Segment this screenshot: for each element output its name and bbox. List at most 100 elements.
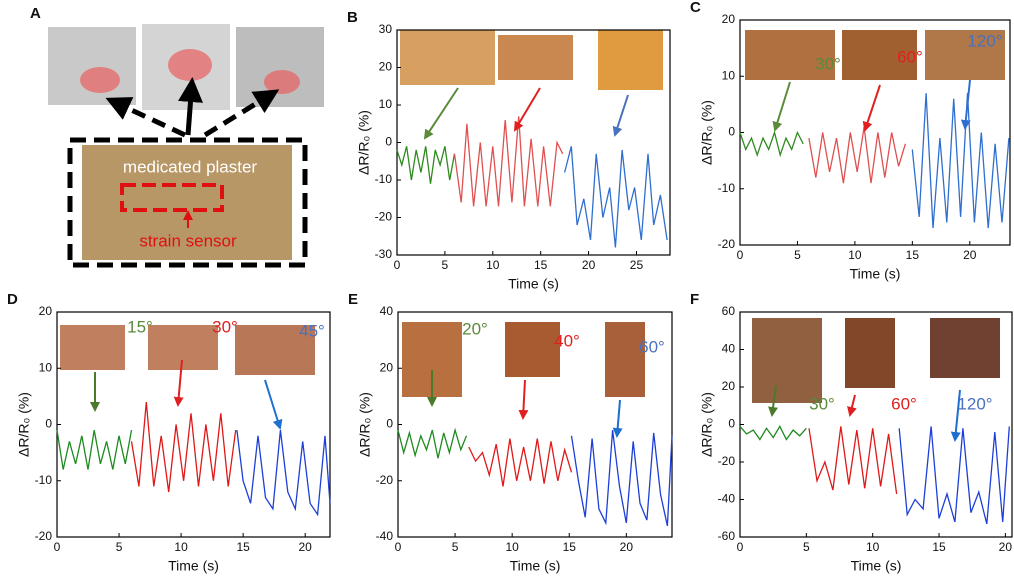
pointer-arrow	[523, 380, 525, 418]
panel-label: D	[7, 291, 18, 308]
data-line	[740, 133, 803, 156]
x-tick-label: 20	[582, 258, 596, 272]
x-tick-label: 5	[442, 258, 449, 272]
photo	[60, 325, 125, 370]
sensor-label: strain sensor	[139, 231, 237, 250]
y-tick-label: -20	[376, 473, 394, 487]
pointer-arrow	[775, 82, 790, 130]
angle-label: 20°	[462, 319, 488, 338]
angle-label: 60°	[897, 47, 923, 66]
x-tick-label: 10	[848, 248, 862, 262]
data-line	[740, 426, 806, 439]
x-tick-label: 20	[999, 540, 1013, 554]
photo	[498, 35, 573, 80]
x-tick-label: 15	[534, 258, 548, 272]
y-tick-label: -20	[718, 237, 736, 251]
panel-label: C	[690, 0, 701, 16]
pointer-arrow	[265, 380, 280, 428]
x-axis-label: Time (s)	[510, 558, 561, 574]
y-tick-label: -20	[718, 454, 736, 468]
y-tick-label: -40	[376, 529, 394, 543]
x-axis-label: Time (s)	[508, 276, 559, 292]
angle-label: 120°	[957, 394, 992, 413]
data-line	[572, 430, 673, 526]
x-tick-label: 20	[620, 540, 634, 554]
x-tick-label: 25	[630, 258, 644, 272]
x-tick-label: 0	[737, 248, 744, 262]
y-tick-label: -10	[375, 172, 393, 186]
data-line	[132, 402, 236, 492]
y-tick-label: -20	[375, 210, 393, 224]
x-tick-label: 0	[737, 540, 744, 554]
angle-label: 45°	[299, 321, 325, 340]
y-tick-label: -10	[35, 473, 53, 487]
photo	[400, 30, 495, 85]
x-tick-label: 20	[299, 540, 313, 554]
x-tick-label: 10	[505, 540, 519, 554]
data-line	[912, 93, 1009, 228]
y-axis-label: ΔR/R₀ (%)	[699, 100, 715, 165]
data-line	[237, 430, 330, 514]
y-axis-label: ΔR/R₀ (%)	[699, 392, 715, 457]
angle-label: 120°	[967, 31, 1002, 50]
data-line	[809, 127, 906, 183]
y-tick-label: 0	[728, 417, 735, 431]
pointer-arrow	[850, 395, 855, 415]
angle-label: 30°	[212, 317, 238, 336]
y-tick-label: 0	[728, 125, 735, 139]
photo	[752, 318, 822, 403]
pointer-arrow	[865, 85, 880, 130]
x-tick-label: 0	[394, 258, 401, 272]
data-line	[565, 146, 668, 247]
photo-ankle	[48, 27, 136, 105]
x-tick-label: 10	[866, 540, 880, 554]
x-tick-label: 5	[794, 248, 801, 262]
photo	[930, 318, 1000, 378]
panel-label: F	[690, 291, 699, 308]
y-tick-label: 0	[45, 417, 52, 431]
y-tick-label: 20	[722, 379, 736, 393]
y-tick-label: -60	[718, 529, 736, 543]
data-line	[57, 430, 132, 469]
y-tick-label: -10	[718, 181, 736, 195]
pointer-arrow	[617, 400, 620, 436]
y-tick-label: -20	[35, 529, 53, 543]
x-tick-label: 0	[54, 540, 61, 554]
data-line	[398, 430, 467, 458]
y-axis-label: ΔR/R₀ (%)	[357, 392, 373, 457]
y-tick-label: 40	[380, 304, 394, 318]
x-tick-label: 15	[236, 540, 250, 554]
y-tick-label: 10	[379, 97, 393, 111]
pain-spot	[168, 49, 212, 81]
x-tick-label: 10	[174, 540, 188, 554]
panel-label: B	[347, 9, 358, 26]
data-line	[455, 116, 563, 206]
y-tick-label: 10	[722, 68, 736, 82]
pain-spot	[264, 70, 300, 94]
photo	[845, 318, 895, 388]
y-axis-label: ΔR/R₀ (%)	[356, 110, 372, 175]
x-axis-label: Time (s)	[850, 266, 901, 282]
y-tick-label: 40	[722, 342, 736, 356]
angle-label: 30°	[809, 394, 835, 413]
y-tick-label: -30	[375, 247, 393, 261]
photo	[598, 30, 663, 90]
panel-label: E	[348, 291, 358, 308]
y-tick-label: 20	[722, 12, 736, 26]
y-tick-label: 20	[39, 304, 53, 318]
y-tick-label: -40	[718, 492, 736, 506]
pointer-arrow	[615, 95, 628, 135]
angle-label: 15°	[127, 317, 153, 336]
angle-label: 30°	[815, 54, 841, 73]
data-line	[809, 426, 897, 494]
panel-label: A	[30, 5, 41, 22]
y-tick-label: 20	[380, 360, 394, 374]
x-tick-label: 20	[963, 248, 977, 262]
y-tick-label: 20	[379, 60, 393, 74]
x-tick-label: 15	[932, 540, 946, 554]
x-tick-label: 10	[486, 258, 500, 272]
photo	[605, 322, 645, 397]
x-axis-label: Time (s)	[851, 558, 902, 574]
page: {"panel_a": {"label": "A", "plaster": "m…	[0, 0, 1014, 580]
angle-label: 60°	[639, 337, 665, 356]
